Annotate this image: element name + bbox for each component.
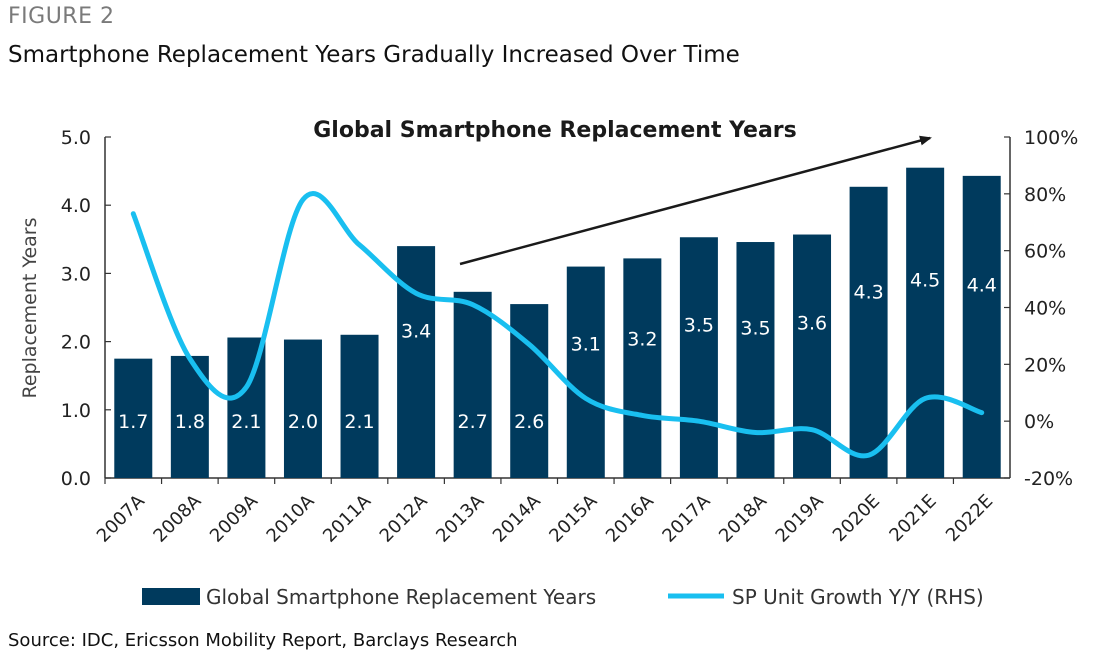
y2-tick-label: 80% bbox=[1024, 184, 1066, 206]
bar-value-label: 2.1 bbox=[231, 411, 261, 433]
bar bbox=[340, 334, 379, 478]
x-tick-label: 2012A bbox=[376, 490, 432, 546]
bar bbox=[114, 358, 153, 478]
y2-tick-label: 40% bbox=[1024, 298, 1066, 320]
y2-tick-label: 0% bbox=[1024, 411, 1054, 433]
bar bbox=[962, 175, 1001, 478]
x-tick-label: 2015A bbox=[545, 490, 601, 546]
source-note: Source: IDC, Ericsson Mobility Report, B… bbox=[8, 630, 518, 651]
legend-bar-swatch bbox=[142, 588, 200, 605]
bar-value-label: 1.8 bbox=[175, 411, 205, 433]
y2-tick-label: 60% bbox=[1024, 241, 1066, 263]
bar bbox=[849, 186, 888, 478]
chart-title: Global Smartphone Replacement Years bbox=[313, 118, 797, 143]
x-tick-label: 2013A bbox=[432, 490, 488, 546]
x-tick-label: 2010A bbox=[263, 490, 319, 546]
y-tick-label: 3.0 bbox=[61, 263, 91, 285]
y-tick-label: 4.0 bbox=[61, 195, 91, 217]
y-tick-label: 1.0 bbox=[61, 400, 91, 422]
bar bbox=[736, 242, 775, 478]
x-tick-label: 2016A bbox=[602, 490, 658, 546]
growth-line bbox=[130, 191, 985, 459]
bar bbox=[566, 266, 605, 478]
x-tick-label: 2020E bbox=[829, 491, 884, 546]
legend: Global Smartphone Replacement Years SP U… bbox=[142, 585, 984, 609]
figure-label: FIGURE 2 bbox=[8, 4, 115, 29]
bars bbox=[114, 167, 1001, 478]
bar bbox=[623, 258, 662, 478]
y-axis-label: Replacement Years bbox=[19, 217, 41, 398]
y2-tick-label: 100% bbox=[1024, 127, 1078, 149]
bar-value-label: 3.1 bbox=[571, 334, 601, 356]
bar-value-label: 2.7 bbox=[458, 411, 488, 433]
growth-line-path bbox=[130, 191, 985, 459]
x-tick-label: 2014A bbox=[489, 490, 545, 546]
x-tick-label: 2009A bbox=[206, 490, 262, 546]
bar bbox=[397, 246, 436, 478]
x-tick-label: 2022E bbox=[942, 491, 997, 546]
bar-value-label: 3.2 bbox=[627, 328, 657, 350]
legend-line-label: SP Unit Growth Y/Y (RHS) bbox=[732, 585, 984, 609]
figure-title: Smartphone Replacement Years Gradually I… bbox=[8, 42, 740, 68]
x-tick-label: 2019A bbox=[772, 490, 828, 546]
bar-value-label: 2.1 bbox=[344, 411, 374, 433]
bar bbox=[283, 339, 322, 478]
x-tick-label: 2018A bbox=[715, 490, 771, 546]
trend-arrow bbox=[459, 135, 932, 266]
x-tick-label: 2007A bbox=[93, 490, 149, 546]
bar bbox=[453, 291, 492, 478]
y2-tick-label: 20% bbox=[1024, 354, 1066, 376]
x-tick-label: 2008A bbox=[149, 490, 205, 546]
y2-tick-label: -20% bbox=[1024, 468, 1073, 490]
bar-value-label: 4.3 bbox=[853, 282, 883, 304]
bar-labels: 1.7 1.8 2.1 2.0 2.1 3.4 2.7 2.6 3.1 3.2 3.5 3.5 3.6 4… bbox=[118, 269, 997, 433]
bar bbox=[510, 304, 549, 478]
bar-value-label: 3.4 bbox=[401, 320, 431, 342]
bar-value-label: 3.6 bbox=[797, 313, 827, 335]
bar-value-label: 2.6 bbox=[514, 411, 544, 433]
legend-bar-label: Global Smartphone Replacement Years bbox=[206, 585, 596, 609]
bar-value-label: 4.4 bbox=[967, 275, 997, 297]
x-tick-label: 2017A bbox=[658, 490, 714, 546]
bar bbox=[906, 167, 945, 478]
bar bbox=[679, 237, 718, 478]
bar-value-label: 3.5 bbox=[684, 315, 714, 337]
y-tick-label: 0.0 bbox=[61, 468, 91, 490]
bar-value-label: 2.0 bbox=[288, 411, 318, 433]
y-tick-label: 5.0 bbox=[61, 127, 91, 149]
bar-value-label: 3.5 bbox=[740, 318, 770, 340]
bar-value-label: 1.7 bbox=[118, 411, 148, 433]
bar-value-label: 4.5 bbox=[910, 269, 940, 291]
bar bbox=[793, 234, 832, 478]
y-tick-label: 2.0 bbox=[61, 332, 91, 354]
x-tick-label: 2021E bbox=[885, 491, 940, 546]
x-tick-label: 2011A bbox=[319, 490, 375, 546]
